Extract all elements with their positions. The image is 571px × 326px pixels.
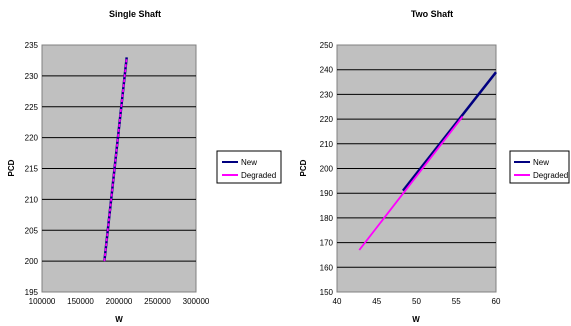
- x-tick-label: 60: [492, 297, 501, 306]
- x-tick-label: 250000: [144, 297, 171, 306]
- y-tick-label: 170: [320, 239, 334, 248]
- legend-label-new: New: [533, 158, 549, 167]
- legend-box: [216, 150, 282, 184]
- legend: New Degraded: [509, 150, 570, 184]
- series-lines: [358, 71, 497, 251]
- y-tick-labels: 195 200 205 210 215 220 225 230 235: [25, 41, 39, 297]
- x-axis-label: W: [412, 315, 420, 324]
- x-tick-label: 40: [333, 297, 342, 306]
- gridlines: [337, 69, 496, 268]
- y-tick-label: 250: [320, 41, 334, 50]
- series-line-degraded: [103, 57, 128, 262]
- series-lines: [103, 57, 128, 262]
- x-tick-label: 100000: [29, 297, 56, 306]
- y-tick-label: 240: [320, 66, 334, 75]
- y-tick-label: 190: [320, 189, 334, 198]
- chart-title: Single Shaft: [109, 9, 161, 19]
- y-tick-label: 225: [25, 103, 39, 112]
- y-axis-label: PCD: [299, 159, 308, 176]
- x-tick-labels: 100000 150000 200000 250000 300000: [29, 297, 210, 306]
- x-tick-labels: 40 45 50 55 60: [333, 297, 501, 306]
- x-tick-label: 55: [452, 297, 461, 306]
- legend-label-degraded: Degraded: [241, 171, 276, 180]
- x-axis-label: W: [115, 315, 123, 324]
- y-tick-label: 210: [25, 195, 39, 204]
- y-tick-labels: 150 160 170 180 190 200 210 220 230 240 250: [320, 41, 334, 297]
- y-axis-label: PCD: [7, 159, 16, 176]
- legend-label-new: New: [241, 158, 257, 167]
- y-tick-label: 215: [25, 165, 39, 174]
- x-tick-label: 50: [412, 297, 421, 306]
- chart-two-shaft: Two Shaft 150 160 170 180 190 200 210 220 230 240…: [299, 9, 570, 324]
- y-tick-label: 180: [320, 214, 334, 223]
- y-tick-label: 150: [320, 288, 334, 297]
- y-tick-label: 205: [25, 226, 39, 235]
- y-tick-label: 210: [320, 140, 334, 149]
- x-tick-label: 300000: [183, 297, 210, 306]
- y-tick-label: 230: [320, 90, 334, 99]
- y-tick-label: 200: [320, 165, 334, 174]
- x-tick-label: 150000: [67, 297, 94, 306]
- legend: New Degraded: [216, 150, 282, 184]
- x-tick-label: 200000: [106, 297, 133, 306]
- chart-single-shaft: Single Shaft 195 200 205 210 215 220 225 230 235…: [7, 9, 282, 324]
- series-line-degraded: [358, 116, 464, 251]
- legend-box: [509, 150, 570, 184]
- y-tick-label: 230: [25, 72, 39, 81]
- y-tick-label: 195: [25, 288, 39, 297]
- y-tick-label: 220: [320, 115, 334, 124]
- chart-title: Two Shaft: [411, 9, 453, 19]
- y-tick-label: 200: [25, 257, 39, 266]
- legend-label-degraded: Degraded: [533, 171, 568, 180]
- y-tick-label: 235: [25, 41, 39, 50]
- y-tick-label: 220: [25, 134, 39, 143]
- series-line-new: [402, 71, 497, 192]
- x-tick-label: 45: [372, 297, 381, 306]
- y-tick-label: 160: [320, 263, 334, 272]
